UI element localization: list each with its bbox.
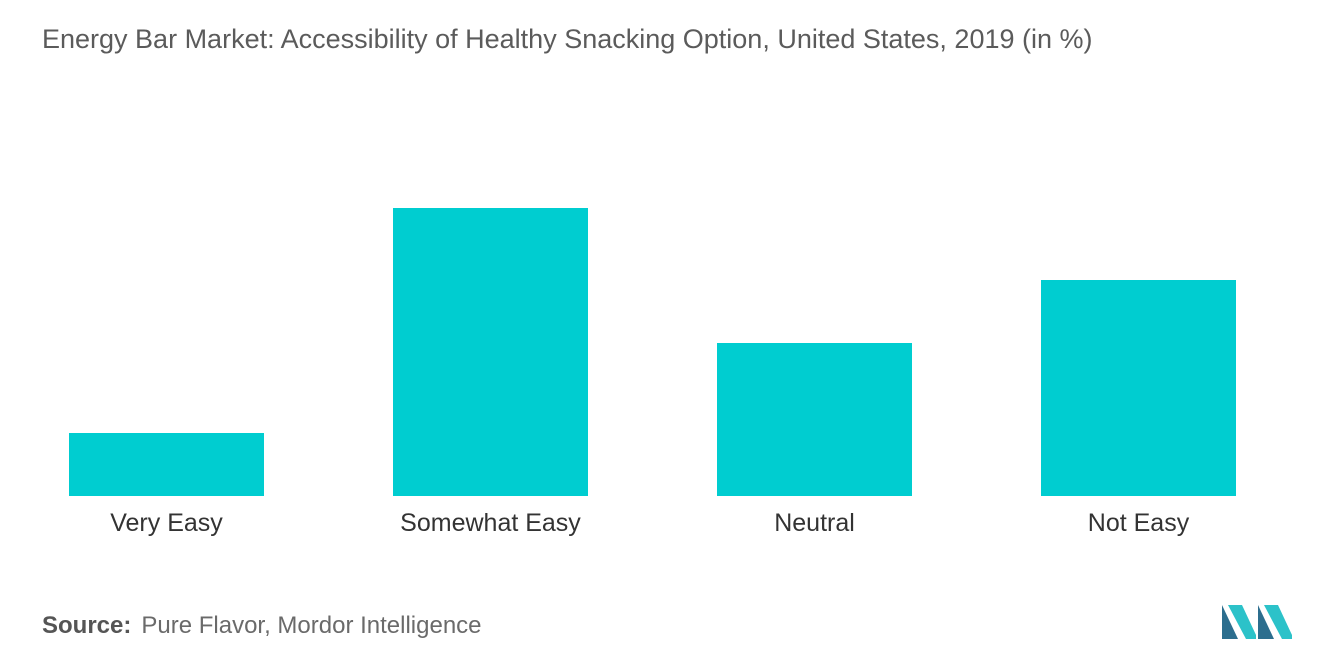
source-label: Source:	[42, 612, 132, 639]
logo-shape-4	[1264, 605, 1292, 639]
logo-shape-2	[1228, 605, 1256, 639]
mordor-intelligence-logo-icon	[1222, 605, 1292, 639]
bar-chart: Very Easy Somewhat Easy Neutral Not Easy	[69, 208, 1236, 537]
bar-not-easy	[1041, 280, 1236, 496]
bar-somewhat-easy	[393, 208, 588, 496]
bar-neutral	[717, 343, 912, 496]
source-text: Pure Flavor, Mordor Intelligence	[141, 612, 482, 639]
bars-group	[69, 208, 1236, 496]
logo-shape-1	[1222, 605, 1238, 639]
logo-shape-3	[1258, 605, 1274, 639]
x-tick-label: Not Easy	[1088, 509, 1190, 537]
x-axis-labels: Very Easy Somewhat Easy Neutral Not Easy	[110, 509, 1189, 537]
chart-title: Energy Bar Market: Accessibility of Heal…	[42, 24, 1093, 54]
x-tick-label: Neutral	[774, 509, 855, 537]
source-note: Source: Pure Flavor, Mordor Intelligence	[42, 612, 482, 640]
x-tick-label: Very Easy	[110, 509, 223, 537]
bar-very-easy	[69, 433, 264, 496]
x-tick-label: Somewhat Easy	[400, 509, 581, 537]
